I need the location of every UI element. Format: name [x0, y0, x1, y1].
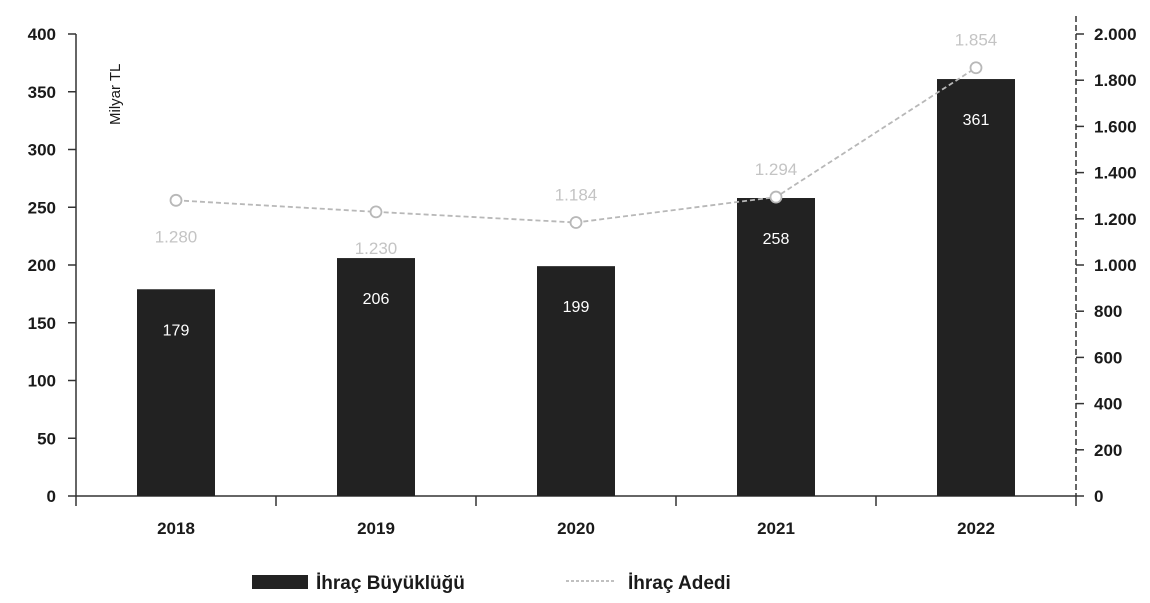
right-tick-label: 1.400 [1094, 164, 1137, 183]
left-tick-label: 200 [28, 256, 56, 275]
line-point-2019 [369, 205, 383, 219]
legend-label-ihrac-adedi: İhraç Adedi [628, 573, 731, 594]
bar-value-label: 361 [963, 112, 990, 129]
line-point-2018 [169, 193, 183, 207]
line-value-label: 1.230 [355, 239, 398, 258]
data-labels: 179 206 199 258 361 1.280 1.230 1.184 1.294 1.854 [155, 31, 998, 340]
left-tick-label: 300 [28, 141, 56, 160]
bar-value-label: 199 [563, 299, 590, 316]
legend-swatch-ihrac-buyuklugu [252, 575, 308, 589]
line-point-2021 [769, 190, 783, 204]
line-value-label: 1.854 [955, 31, 998, 50]
y-axis-label: Milyar TL [107, 64, 124, 125]
line-value-label: 1.294 [755, 160, 798, 179]
x-tick-label: 2021 [757, 519, 795, 538]
bar-value-label: 258 [763, 231, 790, 248]
right-tick-label: 600 [1094, 348, 1122, 367]
bars [137, 79, 1015, 497]
bar-2021 [737, 198, 815, 496]
right-tick-label: 1.800 [1094, 71, 1137, 90]
right-tick-label: 2.000 [1094, 25, 1137, 44]
x-tick-label: 2019 [357, 519, 395, 538]
bar-2020 [537, 266, 615, 496]
left-tick-label: 0 [47, 487, 56, 506]
right-tick-label: 1.600 [1094, 117, 1137, 136]
bar-2018 [137, 289, 215, 496]
right-tick-label: 1.000 [1094, 256, 1137, 275]
line-value-label: 1.184 [555, 185, 598, 204]
x-tick-label: 2018 [157, 519, 195, 538]
right-tick-label: 200 [1094, 441, 1122, 460]
left-tick-label: 250 [28, 198, 56, 217]
right-tick-label: 0 [1094, 487, 1103, 506]
x-tick-label: 2022 [957, 519, 995, 538]
bar-2019 [337, 258, 415, 496]
left-tick-label: 100 [28, 372, 56, 391]
axes: 0 50 100 150 200 250 300 350 400 0 200 400 600 800 1.0… [28, 16, 1137, 538]
bar-value-label: 179 [163, 322, 190, 339]
line-point-2020 [569, 216, 583, 229]
bar-2022 [937, 79, 1015, 497]
line-point-2022 [969, 61, 983, 75]
right-tick-label: 800 [1094, 302, 1122, 321]
legend-label-ihrac-buyuklugu: İhraç Büyüklüğü [316, 573, 465, 594]
left-tick-label: 400 [28, 25, 56, 44]
left-tick-label: 350 [28, 83, 56, 102]
line-series [169, 61, 983, 229]
legend: İhraç Büyüklüğü İhraç Adedi [252, 573, 731, 594]
left-tick-label: 50 [37, 429, 56, 448]
right-tick-label: 400 [1094, 395, 1122, 414]
bar-value-label: 206 [363, 291, 390, 308]
line-value-label: 1.280 [155, 227, 198, 246]
x-tick-label: 2020 [557, 519, 595, 538]
left-tick-label: 150 [28, 314, 56, 333]
right-tick-label: 1.200 [1094, 210, 1137, 229]
